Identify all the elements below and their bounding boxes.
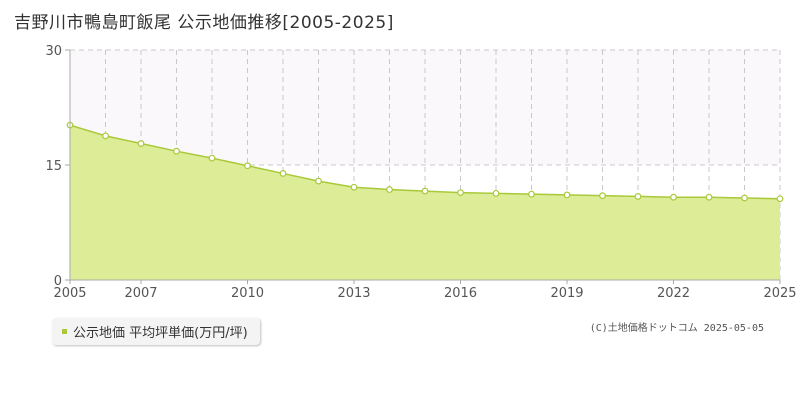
data-point [208,154,216,162]
x-tick-labels: 2005 2007 2010 2013 2016 2019 2022 2025 [53,280,797,301]
legend-swatch [62,329,67,334]
data-point [315,177,322,185]
legend: 公示地価 平均坪単価(万円/坪) [52,318,260,345]
legend-label: 公示地価 平均坪単価(万円/坪) [73,326,248,341]
x-tick-label: 2005 [53,286,86,301]
y-tick-label: 15 [45,159,62,174]
x-tick-label: 2025 [763,286,796,301]
x-tick-label: 2019 [550,286,583,301]
data-point [386,186,393,193]
y-tick-labels: 0 15 30 [45,44,70,289]
data-point [634,193,642,200]
chart-title: 吉野川市鴨島町飯尾 公示地価推移[2005-2025] [14,13,394,33]
data-point [599,192,606,200]
x-tick-label: 2010 [231,286,264,301]
data-point [528,190,535,198]
data-point [776,195,784,203]
data-point [741,194,748,202]
x-tick-label: 2022 [657,286,690,301]
data-point [137,140,145,147]
data-point [350,183,358,191]
data-point [705,193,713,201]
data-markers [66,121,784,203]
x-tick-label: 2013 [337,286,370,301]
data-point [279,170,287,177]
data-point [244,162,251,170]
x-tick-label: 2007 [124,286,157,301]
data-point [102,132,109,140]
area-fill [70,125,780,280]
data-point [173,147,180,155]
y-tick-label: 30 [45,44,62,59]
y-tick-label: 0 [54,274,62,289]
x-tick-label: 2016 [444,286,477,301]
data-point [421,187,429,195]
data-point [563,191,571,199]
credit-text: (C)土地価格ドットコム 2025-05-05 [589,323,764,334]
data-point [670,193,677,201]
data-point [457,189,464,197]
data-point [492,189,500,197]
